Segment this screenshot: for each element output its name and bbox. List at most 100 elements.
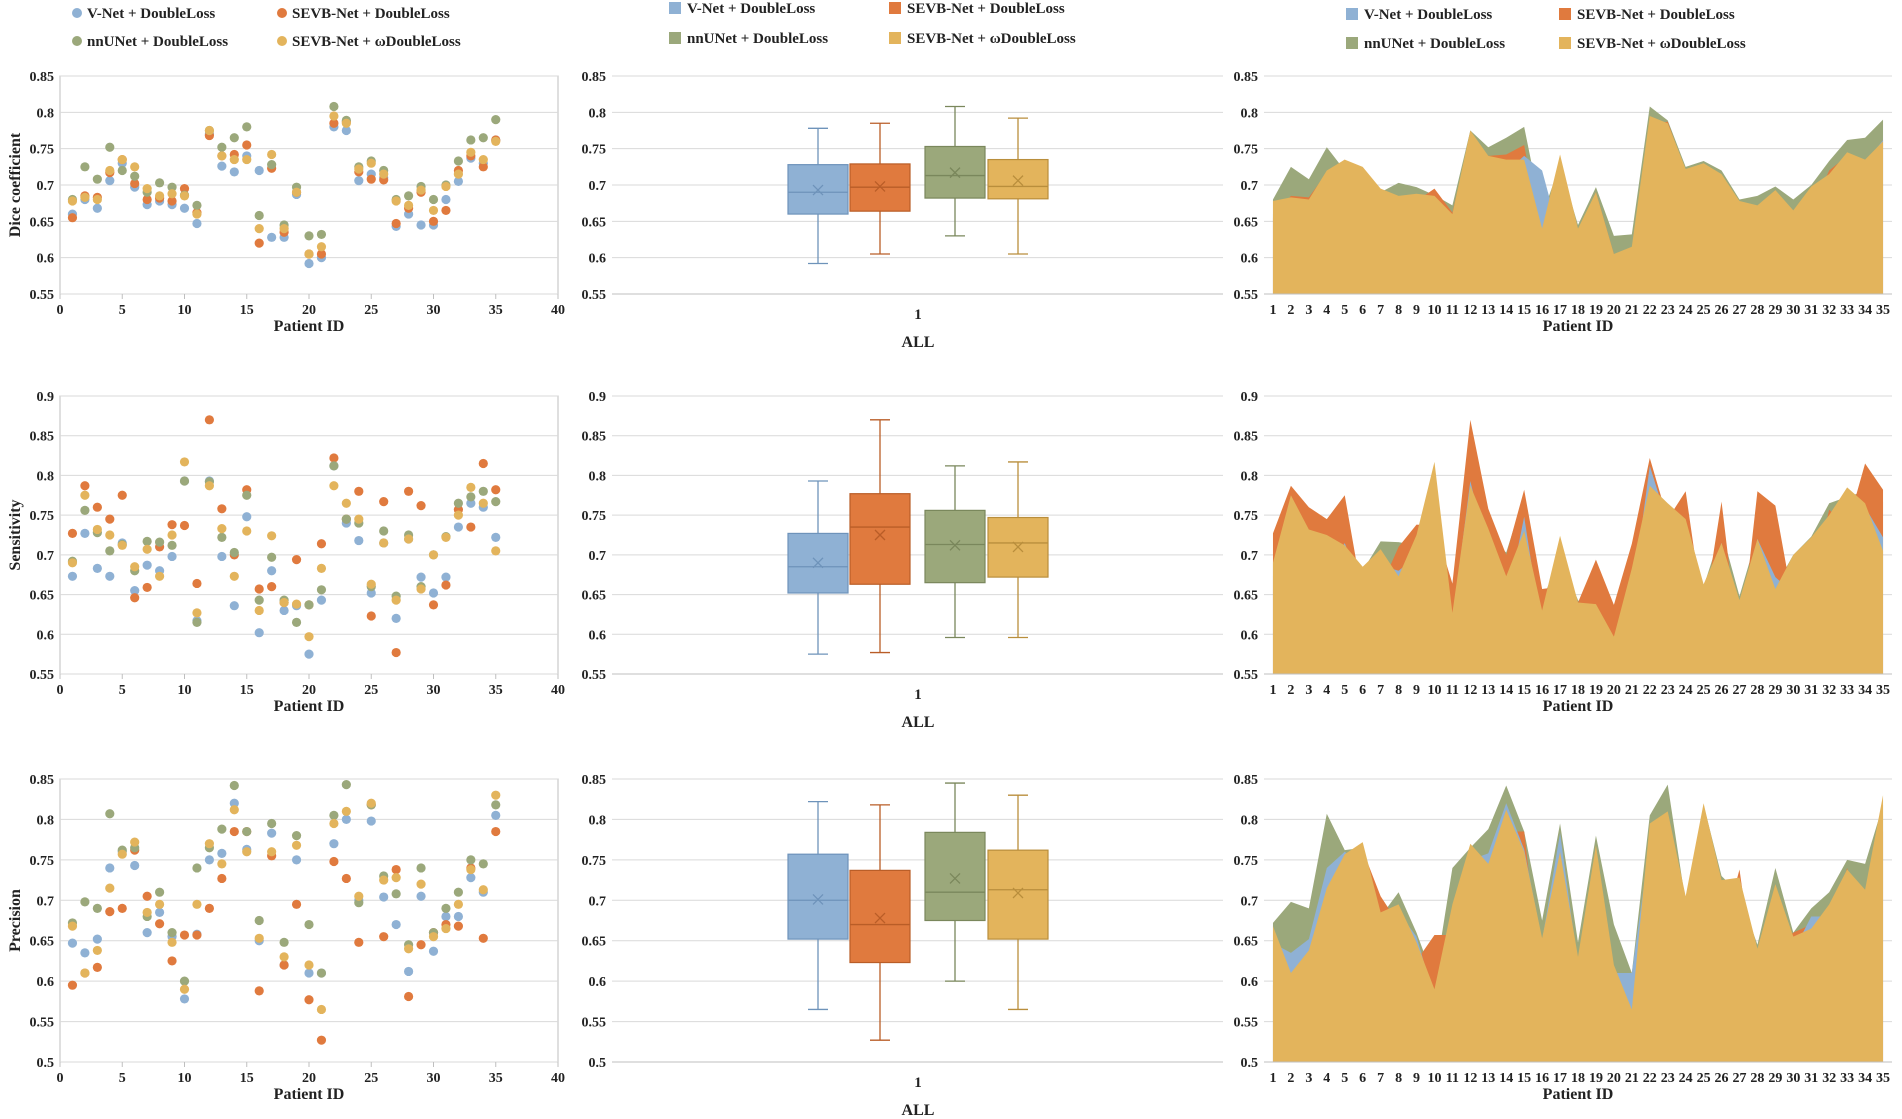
- data-point: [254, 933, 264, 943]
- data-point: [179, 520, 190, 531]
- box-iqr: [987, 158, 1049, 200]
- x-tick-label: 10: [178, 683, 192, 698]
- data-point: [217, 142, 227, 152]
- data-point: [478, 498, 488, 508]
- data-point: [117, 849, 127, 859]
- data-point: [304, 960, 314, 970]
- data-point: [478, 859, 488, 869]
- data-point: [304, 231, 314, 241]
- data-point: [67, 571, 78, 581]
- x-tick-label: 24: [1679, 683, 1693, 698]
- data-point: [192, 218, 202, 229]
- data-point: [366, 158, 376, 168]
- legend-swatch: [1559, 8, 1571, 20]
- data-point: [416, 572, 426, 582]
- data-point: [291, 187, 302, 197]
- data-point: [254, 210, 264, 221]
- data-point: [142, 544, 152, 554]
- x-axis-title: Patient ID: [1543, 1086, 1614, 1103]
- x-tick-label: 4: [1323, 1071, 1330, 1086]
- x-tick-label: 31: [1804, 303, 1818, 318]
- data-point: [391, 873, 401, 883]
- x-tick-label: 18: [1571, 303, 1585, 318]
- data-point: [117, 903, 127, 913]
- data-point: [478, 154, 488, 165]
- data-point: [80, 897, 90, 907]
- data-point: [379, 526, 389, 536]
- legend-label: SEVB-Net + ωDoubleLoss: [1577, 36, 1746, 52]
- data-point: [80, 490, 90, 500]
- data-point: [217, 873, 227, 884]
- y-tick-label: 0.85: [1234, 773, 1259, 788]
- x-axis-title: Patient ID: [274, 698, 345, 715]
- panel-dice-scatter: 0.55 0.6 0.65 0.7 0.75 0.8 0.85 0 5 10 15 20 25 30 35 4…: [7, 70, 565, 335]
- x-tick-label: 16: [1535, 683, 1549, 698]
- data-point: [341, 780, 351, 790]
- data-point: [304, 249, 314, 259]
- data-point: [204, 125, 214, 136]
- x-tick-label: 20: [302, 1071, 316, 1086]
- legend-label: nnUNet + DoubleLoss: [1364, 36, 1505, 52]
- y-tick-label: 0.8: [1241, 106, 1259, 121]
- panel-precision-box: 0.5 0.55 0.6 0.65 0.7 0.75 0.8 0.85 1 ALL: [582, 773, 1223, 1119]
- data-point: [204, 839, 214, 849]
- data-point: [453, 169, 463, 179]
- y-tick-label: 0.65: [1234, 215, 1259, 230]
- legend-label: V-Net + DoubleLoss: [1364, 7, 1492, 23]
- data-point: [453, 921, 463, 931]
- data-point: [229, 798, 239, 808]
- data-point: [304, 919, 314, 930]
- data-point: [341, 814, 351, 825]
- data-point: [254, 584, 264, 594]
- data-point: [316, 1004, 327, 1015]
- data-point: [441, 580, 451, 590]
- x-tick-label: 17: [1553, 1071, 1567, 1086]
- x-tick-label: 22: [1643, 1071, 1657, 1086]
- data-point: [192, 863, 202, 873]
- data-point: [167, 520, 177, 530]
- x-tick-label: 9: [1413, 1071, 1420, 1086]
- data-point: [316, 563, 327, 573]
- data-point: [316, 595, 327, 605]
- x-tick-label: 33: [1840, 1071, 1854, 1086]
- x-tick-label: 15: [1517, 303, 1531, 318]
- x-category-label: 1: [914, 307, 922, 323]
- x-tick-label: 13: [1481, 303, 1495, 318]
- data-point: [491, 497, 501, 507]
- data-point: [242, 122, 252, 132]
- legend-box: V-Net + DoubleLoss SEVB-Net + DoubleLoss n…: [669, 1, 1076, 47]
- legend-label: V-Net + DoubleLoss: [87, 6, 215, 22]
- data-point: [279, 605, 289, 616]
- x-tick-label: 14: [1499, 303, 1513, 318]
- data-point: [155, 907, 165, 918]
- y-tick-label: 0.5: [1241, 1056, 1259, 1071]
- data-point: [304, 600, 314, 610]
- data-point: [291, 617, 302, 627]
- x-tick-label: 17: [1553, 683, 1567, 698]
- x-tick-label: 34: [1858, 303, 1872, 318]
- data-point: [341, 498, 351, 508]
- x-axis-title: Patient ID: [1543, 698, 1614, 715]
- data-point: [428, 550, 439, 560]
- data-point: [291, 855, 302, 865]
- y-axis-title: Dice coefficient: [7, 132, 24, 237]
- x-tick-label: 21: [1625, 1071, 1639, 1086]
- data-point: [155, 899, 165, 909]
- x-tick-label: 18: [1571, 683, 1585, 698]
- x-axis-title: ALL: [902, 334, 935, 351]
- data-point: [329, 453, 339, 463]
- x-tick-label: 1: [1269, 683, 1276, 698]
- data-point: [391, 595, 401, 605]
- data-point: [279, 937, 289, 947]
- data-point: [441, 181, 451, 192]
- data-point: [204, 903, 214, 913]
- x-tick-label: 27: [1732, 303, 1746, 318]
- data-point: [329, 118, 339, 128]
- data-point: [341, 118, 351, 128]
- data-point: [453, 911, 463, 922]
- data-point: [229, 805, 239, 815]
- x-tick-label: 29: [1768, 303, 1782, 318]
- x-tick-label: 7: [1377, 303, 1384, 318]
- x-category-label: 1: [914, 1075, 922, 1091]
- x-tick-label: 25: [364, 303, 378, 318]
